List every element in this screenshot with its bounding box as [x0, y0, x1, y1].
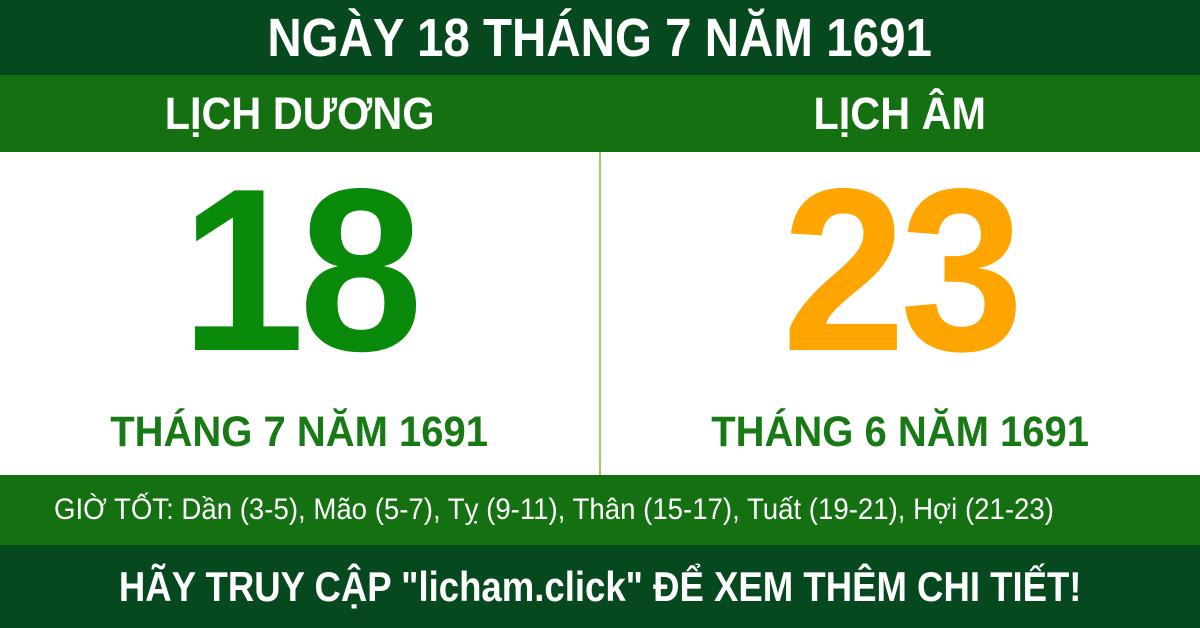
solar-header-label: LỊCH DƯƠNG: [165, 87, 435, 139]
solar-column: 18 THÁNG 7 NĂM 1691: [0, 152, 599, 475]
footer-cta-text: HÃY TRUY CẬP "licham.click" ĐỂ XEM THÊM …: [118, 562, 1082, 610]
solar-day-number: 18: [181, 141, 423, 400]
lunar-column: 23 THÁNG 6 NĂM 1691: [601, 152, 1200, 475]
calendar-panel: 18 THÁNG 7 NĂM 1691 23 THÁNG 6 NĂM 1691: [0, 152, 1200, 475]
solar-header-cell: LỊCH DƯƠNG: [0, 75, 600, 152]
page-title: NGÀY 18 THÁNG 7 NĂM 1691: [267, 7, 933, 68]
good-hours-text: GIỜ TỐT: Dần (3-5), Mão (5-7), Tỵ (9-11)…: [54, 493, 1054, 526]
lunar-month-year-label: THÁNG 6 NĂM 1691: [711, 408, 1090, 456]
date-title-bar: NGÀY 18 THÁNG 7 NĂM 1691: [0, 0, 1200, 75]
calendar-header-row: LỊCH DƯƠNG LỊCH ÂM: [0, 75, 1200, 152]
solar-month-year-label: THÁNG 7 NĂM 1691: [110, 408, 489, 456]
column-divider: [599, 152, 601, 475]
lunar-header-label: LỊCH ÂM: [813, 87, 987, 139]
lunar-header-cell: LỊCH ÂM: [600, 75, 1200, 152]
footer-bar: HÃY TRUY CẬP "licham.click" ĐỂ XEM THÊM …: [0, 545, 1200, 628]
lunar-day-number: 23: [782, 141, 1024, 400]
good-hours-bar: GIỜ TỐT: Dần (3-5), Mão (5-7), Tỵ (9-11)…: [0, 475, 1200, 545]
